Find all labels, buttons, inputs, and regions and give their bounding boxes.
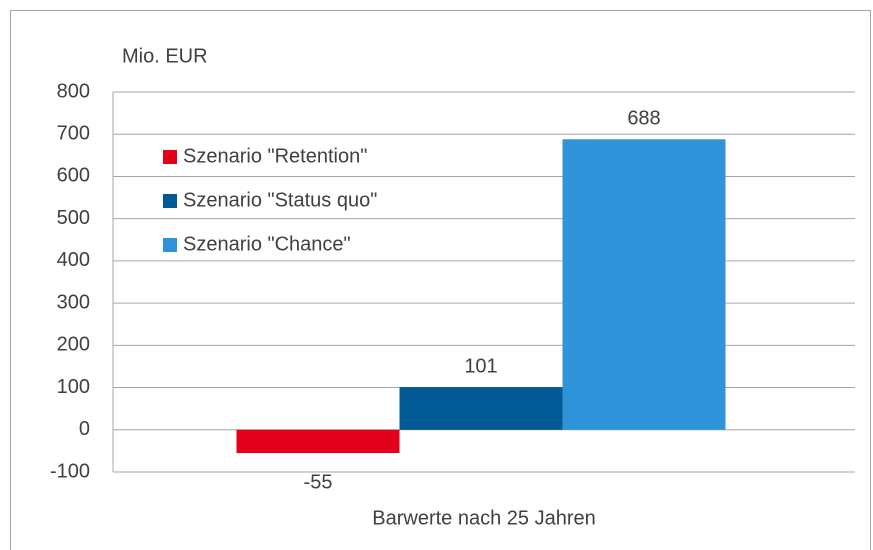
bar: [236, 429, 400, 453]
value-label: 101: [464, 355, 497, 377]
y-tick-label: 400: [57, 249, 90, 271]
legend-swatch: [163, 194, 177, 208]
value-label: -55: [304, 471, 333, 493]
y-tick-label: 600: [57, 165, 90, 187]
y-tick-label: 100: [57, 376, 90, 398]
legend-label: Szenario "Status quo": [183, 189, 377, 211]
legend-label: Szenario "Retention": [183, 145, 367, 167]
y-tick-label: 200: [57, 334, 90, 356]
legend-swatch: [163, 150, 177, 164]
y-axis-label: Mio. EUR: [122, 45, 208, 67]
y-tick-label: 0: [79, 418, 90, 440]
legend-label: Szenario "Chance": [183, 233, 351, 255]
legend-swatch: [163, 238, 177, 252]
x-tick-label: Barwerte nach 25 Jahren: [372, 507, 595, 529]
value-label: 688: [627, 108, 660, 130]
bar: [399, 387, 563, 430]
y-tick-label: 300: [57, 291, 90, 313]
y-tick-label: 700: [57, 123, 90, 145]
chart-frame: [10, 10, 871, 550]
y-tick-label: 500: [57, 207, 90, 229]
bar: [562, 139, 726, 430]
y-tick-label: -100: [50, 460, 90, 482]
y-tick-label: 800: [57, 80, 90, 102]
